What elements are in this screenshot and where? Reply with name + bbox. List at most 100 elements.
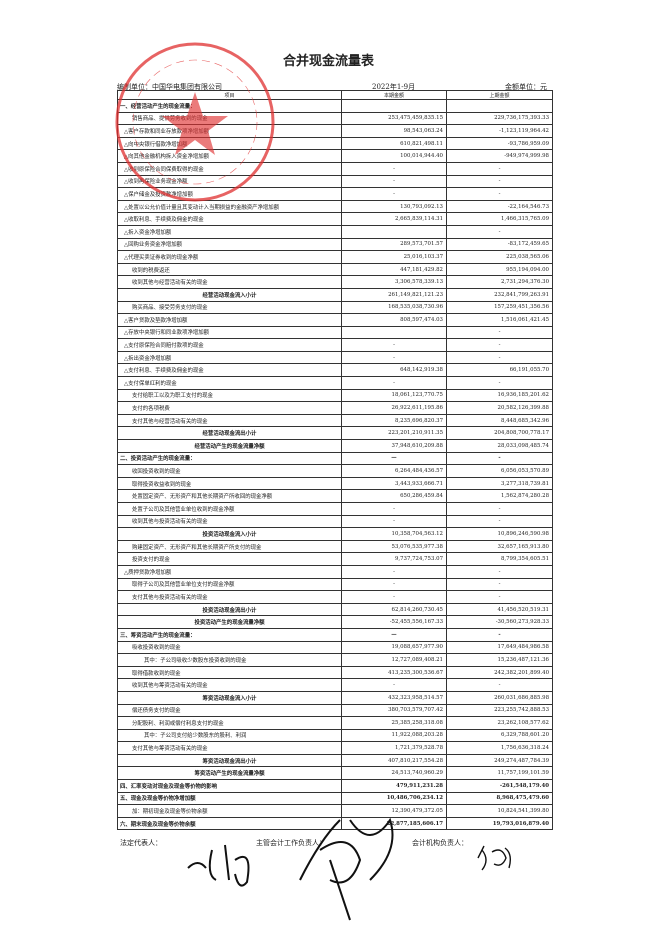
row-label: 分配股利、利润或偿付利息支付的现金 bbox=[117, 716, 342, 730]
current-amount: 25,385,258,318.08 bbox=[341, 716, 447, 730]
current-amount: 407,810,217,554.28 bbox=[341, 753, 447, 768]
prior-amount: 1,756,636,318.24 bbox=[446, 741, 553, 755]
row-label: 投资活动现金流出小计 bbox=[117, 602, 342, 617]
prior-amount: - bbox=[446, 350, 553, 365]
row-label: △支付原保险合同赔付款项的现金 bbox=[117, 338, 342, 352]
current-amount: 6,264,484,436.57 bbox=[341, 464, 447, 478]
prior-amount: 242,382,201,899.40 bbox=[446, 665, 553, 680]
table-row: 收到其他与经营活动有关的现金 3,306,578,339.13 2,731,294,… bbox=[117, 275, 553, 289]
prior-amount: 8,799,354,605.51 bbox=[446, 552, 553, 566]
subtotal-row: 投资活动现金流出小计 62,814,260,730.45 41,456,520,51… bbox=[117, 602, 553, 617]
row-label: 处置子公司及其他营业单位收到的现金净额 bbox=[117, 502, 342, 516]
subtotal-row: 经营活动现金流入小计 261,149,821,121.23 232,841,799,… bbox=[117, 287, 553, 302]
current-amount: 12,727,089,408.21 bbox=[341, 653, 447, 667]
signature-dept-head bbox=[477, 845, 512, 871]
current-amount: 53,076,535,977.38 bbox=[341, 539, 447, 554]
prior-amount: - bbox=[446, 502, 553, 516]
current-amount: 9,737,724,753.07 bbox=[341, 552, 447, 566]
table-row: △保户储金及投资款净增加额 - - bbox=[117, 187, 553, 201]
prior-amount: 28,033,098,485.74 bbox=[446, 439, 553, 453]
table-row: △处置以公允价值计量且其变动计入当期损益的金融资产净增加额 130,793,092… bbox=[117, 199, 553, 214]
prior-amount: 260,031,686,885.98 bbox=[446, 690, 553, 705]
table-row: 支付其他与投资活动有关的现金 - - bbox=[117, 590, 553, 604]
table-row: △拆出资金净增加额 - - bbox=[117, 350, 553, 365]
row-label: △质押贷款净增加额 bbox=[117, 564, 342, 579]
row-label: 购建固定资产、无形资产和其他长期资产所支付的现金 bbox=[117, 539, 342, 554]
table-row: 加：期初现金及现金等价物余额 12,390,479,372.05 10,824,54… bbox=[117, 804, 553, 818]
current-amount: 610,821,498.11 bbox=[341, 136, 447, 151]
row-label: 吸收投资收到的现金 bbox=[117, 640, 342, 655]
row-label: 支付的各项税费 bbox=[117, 401, 342, 415]
table-row: △支付原保险合同赔付款项的现金 - - bbox=[117, 338, 553, 352]
current-amount: - bbox=[341, 502, 447, 516]
prior-amount: - bbox=[446, 514, 553, 529]
row-label: △代理买卖证券收到的现金净额 bbox=[117, 250, 342, 264]
prior-amount: 955,194,094.00 bbox=[446, 262, 553, 277]
table-header: 项目 本期金额 上期金额 bbox=[117, 90, 553, 100]
current-amount: 808,597,474.03 bbox=[341, 313, 447, 327]
current-amount: 10,358,704,563.12 bbox=[341, 527, 447, 541]
table-row: △拆入资金净增加额 - bbox=[117, 224, 553, 239]
row-label: 投资活动现金流入小计 bbox=[117, 527, 342, 541]
prior-amount: 32,657,165,913.80 bbox=[446, 539, 553, 554]
current-amount: 130,793,092.13 bbox=[341, 199, 447, 214]
current-amount: 26,922,611,195.86 bbox=[341, 401, 447, 415]
row-label: 处置固定资产、无形资产和其他长期资产所收回的现金净额 bbox=[117, 489, 342, 503]
prior-amount: - bbox=[446, 451, 553, 466]
table-row: △存放中央银行和同业款项净增加额 - bbox=[117, 325, 553, 340]
current-amount: - bbox=[341, 577, 447, 592]
current-amount bbox=[341, 224, 447, 239]
table-row: 支付其他与筹资活动有关的现金 1,721,379,528.78 1,756,636,… bbox=[117, 741, 553, 755]
row-label: 一、经营活动产生的现金流量： bbox=[117, 99, 342, 113]
row-label: △支付保单红利的现金 bbox=[117, 376, 342, 390]
row-label: 筹资活动现金流出小计 bbox=[117, 753, 342, 768]
section-row: 二、投资活动产生的现金流量： — - bbox=[117, 451, 553, 466]
current-amount bbox=[341, 325, 447, 340]
table-row: 其中：子公司支付给少数股东的股利、利润 11,922,088,203.28 6,32… bbox=[117, 728, 553, 743]
prior-amount: 232,841,799,263.91 bbox=[446, 287, 553, 302]
current-amount: 2,665,839,114.31 bbox=[341, 212, 447, 226]
prior-amount: 157,259,451,356.56 bbox=[446, 300, 553, 315]
row-label: 投资支付的现金 bbox=[117, 552, 342, 566]
row-label: 支付给职工以及为职工支付的现金 bbox=[117, 388, 342, 403]
column-header-current: 本期金额 bbox=[341, 90, 447, 100]
table-row: 取得投资收益收到的现金 3,443,933,666.71 3,277,318,739… bbox=[117, 476, 553, 491]
prior-amount: 20,582,126,399.88 bbox=[446, 401, 553, 415]
table-row: △收取利息、手续费及佣金的现金 2,665,839,114.31 1,466,315… bbox=[117, 212, 553, 226]
current-amount: - bbox=[341, 678, 447, 692]
prior-amount: - bbox=[446, 161, 553, 176]
current-amount: 1,721,379,528.78 bbox=[341, 741, 447, 755]
row-label: 取得子公司及其他营业单位支付的现金净额 bbox=[117, 577, 342, 592]
prior-amount: - bbox=[446, 224, 553, 239]
row-label: △收到再保险业务现金净额 bbox=[117, 174, 342, 189]
current-amount: - bbox=[341, 350, 447, 365]
current-amount: — bbox=[341, 451, 447, 466]
subtotal-row: 经营活动现金流出小计 223,201,210,911.35 204,808,700,… bbox=[117, 426, 553, 441]
table-row: 收到的税费返还 447,181,429.82 955,194,094.00 bbox=[117, 262, 553, 277]
current-amount: 62,814,260,730.45 bbox=[341, 602, 447, 617]
table-row: 销售商品、提供劳务收到的现金 253,475,459,835.15 229,736,… bbox=[117, 111, 553, 126]
table-row: 处置子公司及其他营业单位收到的现金净额 - - bbox=[117, 502, 553, 516]
prior-amount: 204,808,700,778.17 bbox=[446, 426, 553, 441]
prior-amount bbox=[446, 99, 553, 113]
prior-amount: 10,896,246,590.98 bbox=[446, 527, 553, 541]
current-amount: -52,455,556,167.33 bbox=[341, 615, 447, 629]
table-row: 取得借款收到的现金 413,235,300,536.67 242,382,201,8… bbox=[117, 665, 553, 680]
table-row: △收到再保险业务现金净额 - - bbox=[117, 174, 553, 189]
current-amount: 289,573,701.57 bbox=[341, 237, 447, 252]
table-row: 收回投资收到的现金 6,264,484,436.57 6,056,053,570.8… bbox=[117, 464, 553, 478]
prior-amount: -83,172,459.65 bbox=[446, 237, 553, 252]
row-label: 六、期末现金及现金等价物余额 bbox=[117, 816, 342, 831]
prior-amount: 229,736,175,393.33 bbox=[446, 111, 553, 126]
current-amount: - bbox=[341, 590, 447, 604]
current-amount: 10,486,706,234.12 bbox=[341, 791, 447, 806]
prior-amount: 1,516,061,421.45 bbox=[446, 313, 553, 327]
table-row: △收到原保险合同保费取得的现金 - - bbox=[117, 161, 553, 176]
prior-amount: - bbox=[446, 174, 553, 189]
prior-amount: - bbox=[446, 338, 553, 352]
current-amount: 650,286,459.84 bbox=[341, 489, 447, 503]
prior-amount: 15,236,487,121.36 bbox=[446, 653, 553, 667]
prior-amount: 11,757,199,101.59 bbox=[446, 766, 553, 781]
current-amount bbox=[341, 99, 447, 113]
row-label: △向其他金融机构拆入资金净增加额 bbox=[117, 149, 342, 163]
